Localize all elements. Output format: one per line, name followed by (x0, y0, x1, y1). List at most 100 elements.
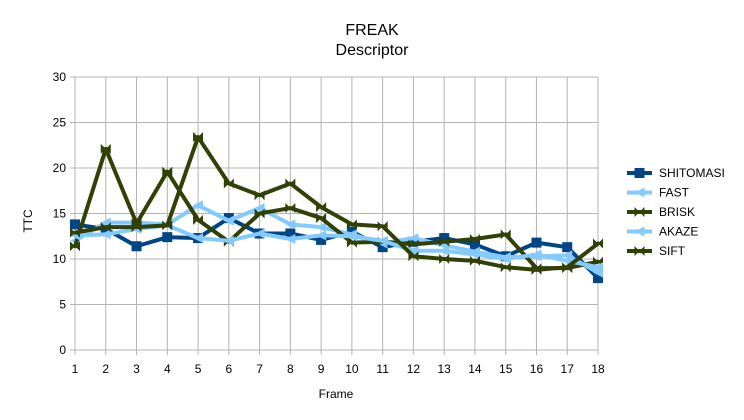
data-point-sift (562, 262, 573, 273)
data-point-sift (223, 178, 234, 189)
data-point-brisk (285, 203, 296, 214)
data-point-akaze (193, 233, 204, 244)
data-point-sift (377, 221, 388, 232)
legend-item-brisk: BRISK (627, 205, 695, 219)
data-point-shitomasi (439, 233, 450, 244)
legend-item-akaze: AKAZE (627, 225, 698, 239)
data-point-akaze (500, 254, 511, 264)
data-point-shitomasi (531, 237, 542, 248)
legend-marker-sift (634, 246, 645, 256)
data-point-brisk (193, 214, 204, 225)
data-point-akaze (408, 245, 419, 256)
legend-item-sift: SIFT (627, 244, 686, 258)
data-point-shitomasi (377, 242, 388, 253)
legend-marker-brisk (634, 207, 645, 217)
data-point-sift (439, 254, 450, 264)
data-point-shitomasi (593, 273, 603, 284)
data-point-shitomasi (346, 226, 357, 237)
series-fast (70, 200, 603, 278)
data-point-akaze (100, 229, 111, 240)
x-tick-label: 12 (407, 362, 421, 376)
x-axis-label: Frame (319, 387, 354, 401)
x-tick-label: 13 (437, 362, 451, 376)
data-point-akaze (531, 249, 542, 260)
data-point-brisk (439, 236, 450, 247)
legend-label-akaze: AKAZE (659, 225, 698, 239)
data-point-shitomasi (408, 236, 419, 247)
data-point-shitomasi (285, 228, 296, 239)
data-point-sift (500, 262, 511, 273)
data-point-sift (193, 132, 204, 143)
y-tick-label: 30 (53, 70, 67, 84)
y-tick-label: 20 (53, 161, 67, 175)
data-point-sift (469, 255, 480, 266)
data-point-brisk (346, 237, 357, 248)
legend-item-fast: FAST (627, 186, 690, 200)
y-tick-label: 25 (53, 116, 67, 130)
x-tick-label: 1 (72, 362, 79, 376)
data-point-sift (531, 264, 542, 275)
x-tick-label: 10 (345, 362, 359, 376)
y-tick-label: 0 (59, 343, 66, 357)
data-point-shitomasi (223, 213, 234, 224)
data-point-sift (131, 222, 142, 233)
data-point-fast (408, 233, 419, 244)
series-group (70, 132, 603, 284)
x-tick-label: 15 (499, 362, 513, 376)
data-point-akaze (285, 233, 296, 244)
data-point-sift (254, 190, 265, 201)
data-point-shitomasi (469, 239, 480, 250)
data-point-akaze (439, 245, 450, 256)
series-sift (70, 132, 603, 275)
x-tick-label: 5 (195, 362, 202, 376)
y-tick-label: 15 (53, 207, 67, 221)
x-tick-label: 9 (318, 362, 325, 376)
data-point-sift (100, 222, 111, 233)
y-tick-label: 5 (59, 298, 66, 312)
series-line-brisk (73, 146, 600, 271)
x-tick-label: 7 (256, 362, 263, 376)
data-point-sift (162, 220, 173, 231)
series-line-sift (73, 135, 600, 272)
data-point-akaze (377, 235, 388, 246)
data-point-akaze (593, 262, 603, 273)
x-tick-label: 16 (530, 362, 544, 376)
x-tick-label: 4 (164, 362, 171, 376)
chart-subtitle: Descriptor (336, 42, 410, 59)
x-tick-label: 14 (468, 362, 482, 376)
data-point-sift (316, 202, 327, 213)
data-point-brisk (162, 166, 173, 177)
data-point-brisk (254, 208, 265, 219)
data-point-akaze (346, 231, 357, 242)
data-point-sift (285, 178, 296, 189)
data-point-shitomasi (70, 219, 80, 230)
data-point-brisk (70, 241, 80, 252)
legend: SHITOMASI FAST BRISK AKAZE SIFT (627, 166, 725, 258)
x-tick-label: 17 (561, 362, 575, 376)
data-point-fast (316, 222, 327, 233)
x-tick-label: 2 (102, 362, 109, 376)
data-point-brisk (100, 143, 111, 154)
y-axis-label: TTC (21, 209, 35, 233)
y-tick-label: 10 (53, 252, 67, 266)
data-point-sift (593, 238, 603, 249)
data-point-akaze (254, 228, 265, 239)
data-point-fast (254, 203, 265, 214)
data-point-brisk (408, 239, 419, 250)
data-point-akaze (223, 235, 234, 246)
data-point-fast (285, 219, 296, 230)
legend-marker-akaze (634, 226, 645, 237)
data-point-brisk (316, 213, 327, 224)
data-point-sift (408, 251, 419, 262)
x-tick-label: 8 (287, 362, 294, 376)
x-tick-label: 3 (133, 362, 140, 376)
data-point-brisk (469, 233, 480, 244)
legend-marker-shitomasi (634, 168, 645, 178)
data-point-sift (346, 219, 357, 230)
data-point-sift (70, 227, 80, 238)
legend-item-shitomasi: SHITOMASI (627, 166, 725, 180)
x-tick-label: 6 (225, 362, 232, 376)
x-tick-label: 18 (591, 362, 605, 376)
